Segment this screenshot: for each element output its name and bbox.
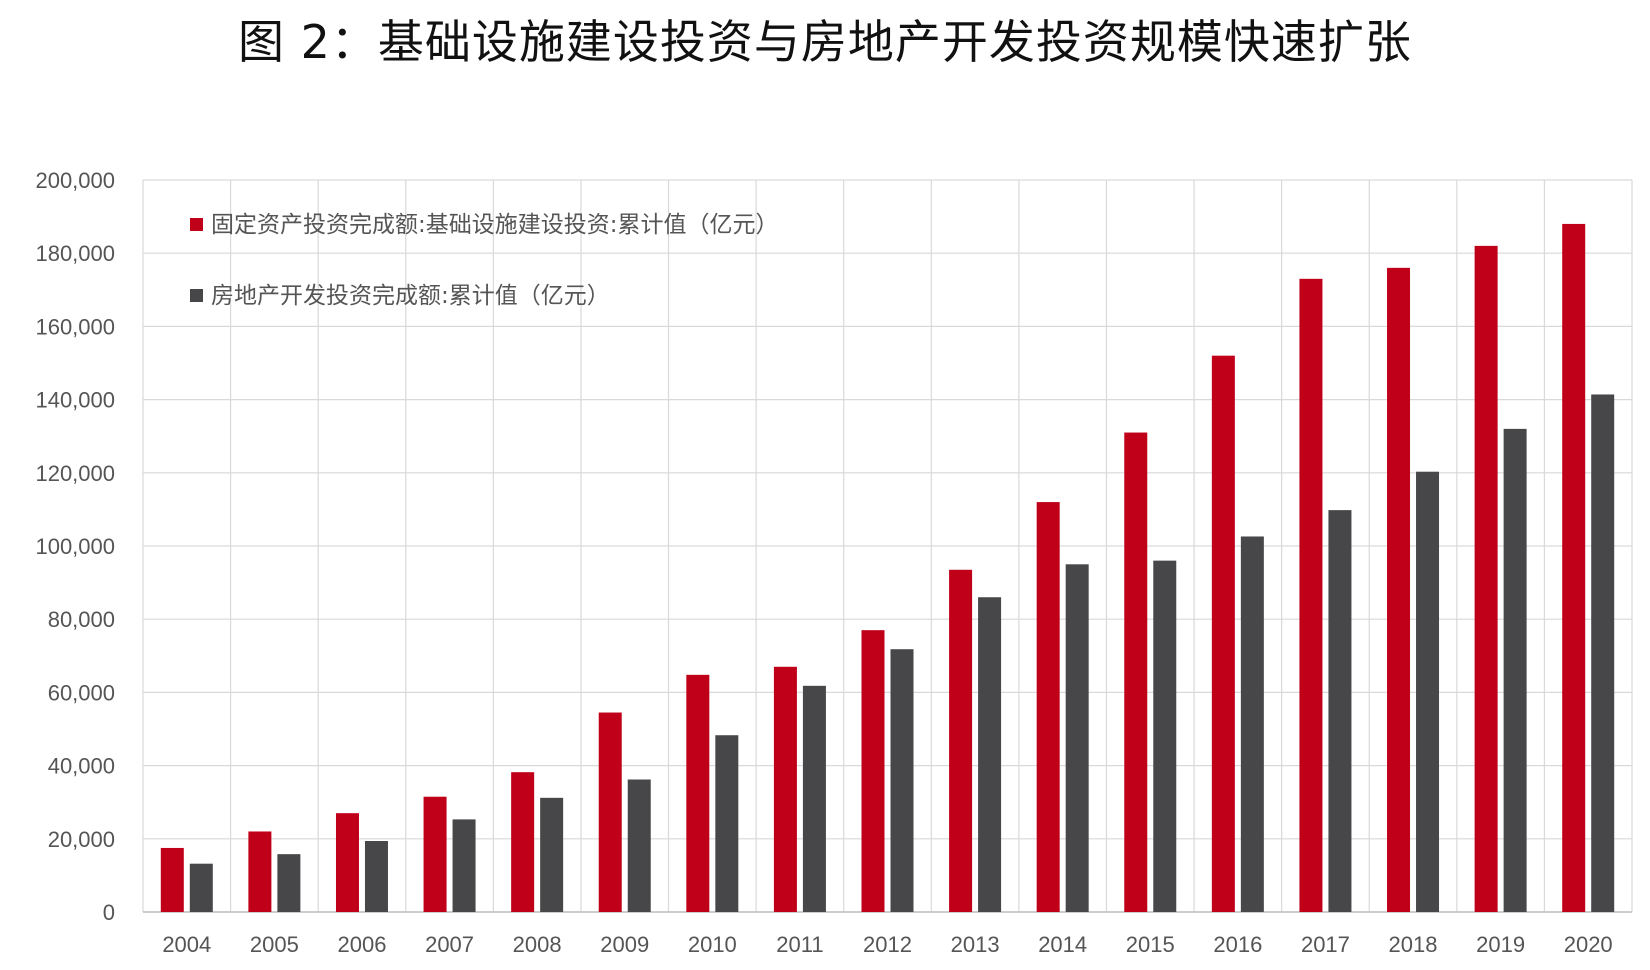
x-tick-label: 2019 [1476,932,1525,957]
y-tick-label: 180,000 [35,241,115,266]
bar-infrastructure [335,813,359,912]
y-tick-label: 20,000 [48,827,115,852]
bars [160,223,1615,913]
y-tick-label: 40,000 [48,754,115,779]
y-tick-label: 80,000 [48,607,115,632]
x-tick-label: 2010 [688,932,737,957]
bar-real-estate [1416,471,1440,912]
x-tick-label: 2004 [162,932,211,957]
x-tick-label: 2020 [1564,932,1613,957]
bar-infrastructure [423,796,447,912]
y-tick-label: 140,000 [35,388,115,413]
gridlines [142,179,1633,913]
legend-swatch-real-estate [190,289,203,302]
y-tick-label: 60,000 [48,680,115,705]
bar-real-estate [364,840,388,912]
bar-real-estate [978,597,1002,912]
legend-swatch-infrastructure [190,218,203,231]
x-tick-label: 2013 [951,932,1000,957]
bar-infrastructure [248,831,272,912]
x-tick-label: 2006 [337,932,386,957]
bar-infrastructure [686,674,710,912]
y-tick-label: 100,000 [35,534,115,559]
bar-real-estate [1591,394,1615,912]
legend: 固定资产投资完成额:基础设施建设投资:累计值（亿元） 房地产开发投资完成额:累计值… [190,212,779,309]
bar-infrastructure [1562,223,1586,913]
bar-real-estate [802,685,826,912]
bar-real-estate [1503,428,1527,912]
bar-real-estate [1240,536,1264,912]
bar-infrastructure [861,630,885,912]
y-tick-label: 120,000 [35,461,115,486]
bar-real-estate [1153,560,1177,912]
bar-infrastructure [1124,432,1148,912]
bar-real-estate [715,735,739,912]
x-tick-label: 2011 [776,932,823,957]
y-axis-ticks: 0 20,000 40,000 60,000 80,000 100,000 120,000 1… [35,168,115,925]
y-tick-label: 160,000 [35,314,115,339]
legend-label-real-estate: 房地产开发投资完成额:累计值（亿元） [211,283,610,309]
bar-infrastructure [511,772,535,912]
bar-infrastructure [1387,267,1411,913]
legend-label-infrastructure: 固定资产投资完成额:基础设施建设投资:累计值（亿元） [211,212,779,238]
x-tick-label: 2018 [1389,932,1438,957]
bar-real-estate [452,819,476,912]
y-tick-label: 0 [103,900,115,925]
bar-real-estate [1328,510,1352,912]
x-tick-label: 2014 [1038,932,1087,957]
bar-real-estate [627,779,651,912]
chart-title: 图 2：基础设施建设投资与房地产开发投资规模快速扩张 [238,15,1412,69]
bar-real-estate [277,854,301,912]
bar-real-estate [1065,564,1089,912]
bar-infrastructure [1036,502,1060,912]
bar-real-estate [540,797,564,912]
x-tick-label: 2016 [1213,932,1262,957]
x-tick-label: 2017 [1301,932,1350,957]
bar-infrastructure [160,847,184,912]
bar-real-estate [890,649,914,912]
bar-infrastructure [1211,355,1235,912]
bar-infrastructure [1474,245,1498,912]
bar-real-estate [189,863,213,912]
bar-infrastructure [773,666,797,912]
x-tick-label: 2009 [600,932,649,957]
x-tick-label: 2007 [425,932,474,957]
x-tick-label: 2005 [250,932,299,957]
bar-infrastructure [949,569,973,912]
bar-infrastructure [598,712,622,912]
x-tick-label: 2008 [513,932,562,957]
x-tick-label: 2012 [863,932,912,957]
y-tick-label: 200,000 [35,168,115,193]
x-tick-label: 2015 [1126,932,1175,957]
x-axis-ticks: 2004 2005 2006 2007 2008 2009 2010 2011 2012 2013… [162,932,1612,957]
bar-infrastructure [1299,278,1323,912]
